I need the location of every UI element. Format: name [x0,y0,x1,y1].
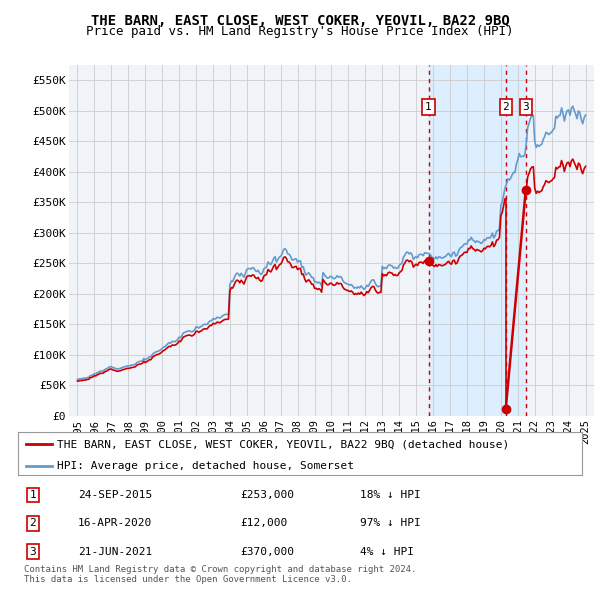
Text: 3: 3 [29,547,37,556]
Bar [428,65,526,416]
Text: Price paid vs. HM Land Registry's House Price Index (HPI): Price paid vs. HM Land Registry's House … [86,25,514,38]
Text: 97% ↓ HPI: 97% ↓ HPI [360,519,421,528]
Text: Contains HM Land Registry data © Crown copyright and database right 2024.
This d: Contains HM Land Registry data © Crown c… [24,565,416,584]
Text: 1: 1 [29,490,37,500]
Text: 2: 2 [502,102,509,112]
Text: 2: 2 [29,519,37,528]
Text: £12,000: £12,000 [240,519,287,528]
Text: 18% ↓ HPI: 18% ↓ HPI [360,490,421,500]
Text: 21-JUN-2021: 21-JUN-2021 [78,547,152,556]
Text: 1: 1 [425,102,432,112]
Text: 3: 3 [523,102,529,112]
Text: THE BARN, EAST CLOSE, WEST COKER, YEOVIL, BA22 9BQ: THE BARN, EAST CLOSE, WEST COKER, YEOVIL… [91,14,509,28]
Text: 4% ↓ HPI: 4% ↓ HPI [360,547,414,556]
Text: 24-SEP-2015: 24-SEP-2015 [78,490,152,500]
Text: 16-APR-2020: 16-APR-2020 [78,519,152,528]
Text: HPI: Average price, detached house, Somerset: HPI: Average price, detached house, Some… [58,461,355,471]
Text: THE BARN, EAST CLOSE, WEST COKER, YEOVIL, BA22 9BQ (detached house): THE BARN, EAST CLOSE, WEST COKER, YEOVIL… [58,440,510,450]
Text: £370,000: £370,000 [240,547,294,556]
Text: £253,000: £253,000 [240,490,294,500]
